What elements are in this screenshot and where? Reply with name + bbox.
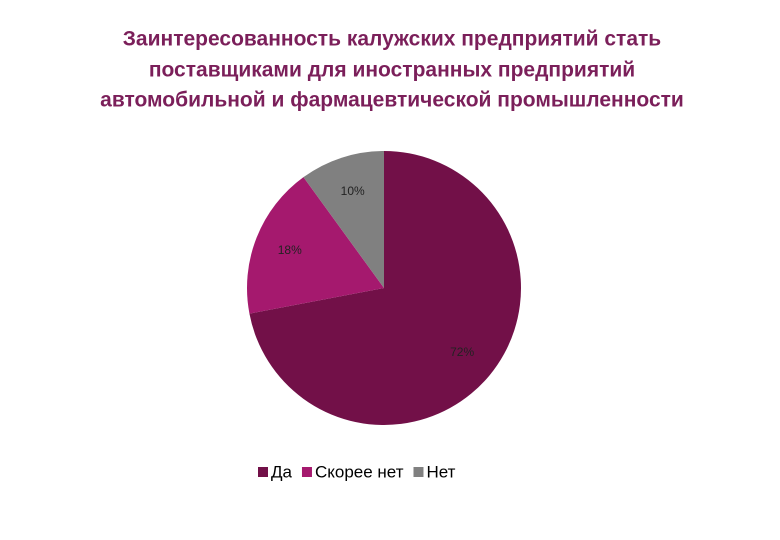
legend-label: Скорее нет xyxy=(315,462,404,481)
value-label: 18% xyxy=(278,243,302,257)
pie-slice xyxy=(303,151,384,288)
chart-title: автомобильной и фармацевтической промышл… xyxy=(100,89,684,112)
chart-title: поставщиками для иностранных предприятий xyxy=(149,59,635,82)
pie-slice xyxy=(246,177,384,314)
value-label: 10% xyxy=(341,184,365,198)
legend-swatch xyxy=(258,467,268,477)
legend-label: Нет xyxy=(426,462,455,481)
chart-title: Заинтересованность калужских предприятий… xyxy=(123,28,662,51)
pie-slice xyxy=(249,151,522,426)
legend-swatch xyxy=(301,467,312,477)
value-label: 72% xyxy=(450,345,474,359)
legend-label: Да xyxy=(271,462,293,481)
legend-swatch xyxy=(413,467,424,477)
